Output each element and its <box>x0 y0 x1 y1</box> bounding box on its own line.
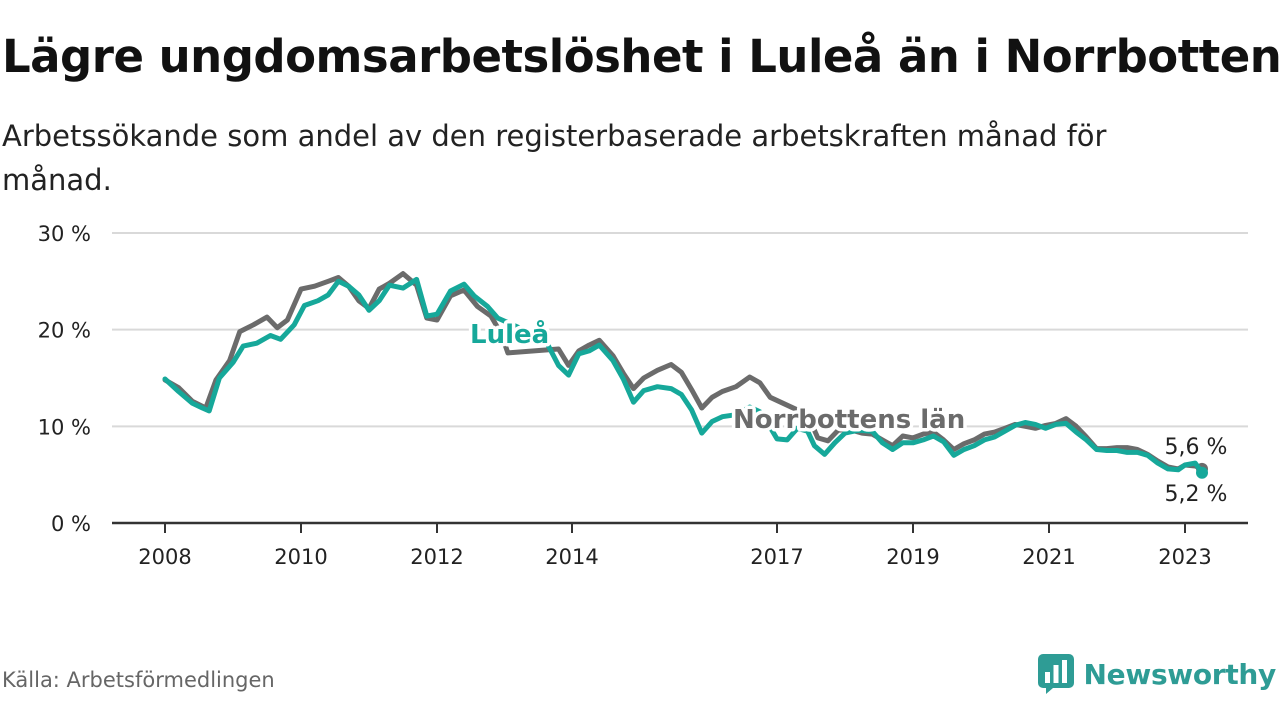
bar-chart-icon <box>1037 654 1074 694</box>
lulea-line <box>162 276 1205 476</box>
y-tick-label: 0 % <box>51 512 91 536</box>
y-tick-label: 30 % <box>38 222 91 246</box>
series-lines <box>162 271 1208 479</box>
y-tick-label: 20 % <box>38 319 91 343</box>
lulea-line-end-marker <box>1196 466 1208 479</box>
x-tick-label: 2008 <box>138 545 191 569</box>
y-tick-label: 10 % <box>38 415 91 439</box>
series-labels: Luleå Norrbottens län 5,6 % 5,2 % <box>467 315 1230 510</box>
norrbotten-end-value: 5,6 % <box>1165 435 1228 460</box>
x-tick-label: 2023 <box>1158 545 1211 569</box>
x-tick-label: 2012 <box>410 545 463 569</box>
brand-name: Newsworthy <box>1083 657 1277 691</box>
x-tick-label: 2010 <box>274 545 327 569</box>
x-tick-label: 2017 <box>750 545 803 569</box>
norrbotten-label: Norrbottens län <box>733 405 965 435</box>
line-chart: 0 % 10 % 20 % 30 % Luleå Norrbottens län 5,6 … <box>38 222 1248 569</box>
source-note: Källa: Arbetsförmedlingen <box>2 668 275 692</box>
x-tick-label: 2014 <box>545 545 598 569</box>
gridlines <box>112 232 1248 428</box>
chart-title: Lägre ungdomsarbetslöshet i Luleå än i N… <box>2 30 1280 83</box>
lulea-label: Luleå <box>470 318 549 350</box>
chart-subtitle: Arbetssökande som andel av den registerb… <box>2 119 1107 197</box>
x-tick-label: 2021 <box>1022 545 1075 569</box>
y-axis-labels: 0 % 10 % 20 % 30 % <box>38 222 91 536</box>
norrbotten-line <box>162 271 1205 472</box>
brand-logo: Newsworthy <box>1037 652 1277 696</box>
lulea-end-value: 5,2 % <box>1165 482 1228 507</box>
x-tick-label: 2019 <box>886 545 939 569</box>
x-axis: 2008 2010 2012 2014 2017 2019 2021 2023 <box>112 521 1248 569</box>
